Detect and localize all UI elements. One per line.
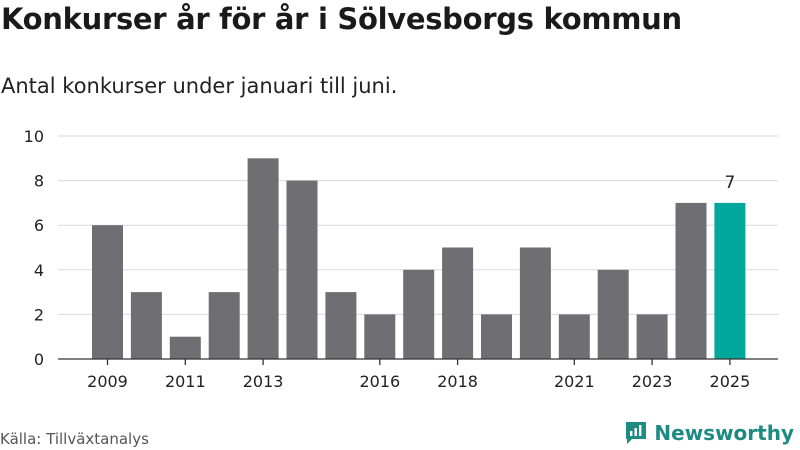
x-tick-label: 2011 bbox=[165, 372, 206, 391]
bar bbox=[208, 292, 240, 359]
bar bbox=[325, 292, 357, 359]
brand-logo: Newsworthy bbox=[624, 420, 794, 446]
bar bbox=[169, 336, 201, 359]
x-tick-label: 2016 bbox=[359, 372, 400, 391]
y-tick-label: 10 bbox=[24, 127, 44, 146]
x-tick-label: 2018 bbox=[437, 372, 478, 391]
newsworthy-logo-icon bbox=[626, 422, 647, 444]
bar bbox=[364, 314, 396, 359]
bar bbox=[714, 202, 746, 359]
y-tick-label: 0 bbox=[34, 350, 44, 369]
bar bbox=[247, 158, 279, 359]
y-tick-label: 8 bbox=[34, 172, 44, 191]
source-note: Källa: Tillväxtanalys bbox=[0, 430, 149, 448]
bar bbox=[442, 247, 474, 359]
bar bbox=[130, 292, 162, 359]
bar bbox=[92, 225, 123, 359]
bar bbox=[286, 180, 318, 359]
brand-name: Newsworthy bbox=[654, 421, 794, 445]
x-tick-label: 2025 bbox=[710, 372, 751, 391]
bar bbox=[481, 314, 512, 359]
bar bbox=[558, 314, 590, 359]
bar bbox=[636, 314, 668, 359]
x-tick-label: 2013 bbox=[243, 372, 284, 391]
y-tick-label: 4 bbox=[34, 261, 44, 280]
bar bbox=[519, 247, 551, 359]
bar bbox=[597, 269, 629, 359]
x-tick-label: 2021 bbox=[554, 372, 595, 391]
y-tick-label: 6 bbox=[34, 216, 44, 235]
y-tick-label: 2 bbox=[34, 305, 44, 324]
x-tick-label: 2023 bbox=[632, 372, 673, 391]
bar bbox=[403, 269, 435, 359]
data-label: 7 bbox=[724, 173, 735, 193]
bar bbox=[675, 202, 707, 359]
x-tick-label: 2009 bbox=[87, 372, 128, 391]
chart-subtitle: Antal konkurser under januari till juni. bbox=[1, 74, 398, 98]
bar-chart: 0 2 4 6 8 10 2009 2011 2013 2016 2018 2021 2023 2025 7 bbox=[24, 127, 778, 391]
chart-title: Konkurser år för år i Sölvesborgs kommun bbox=[1, 2, 682, 36]
